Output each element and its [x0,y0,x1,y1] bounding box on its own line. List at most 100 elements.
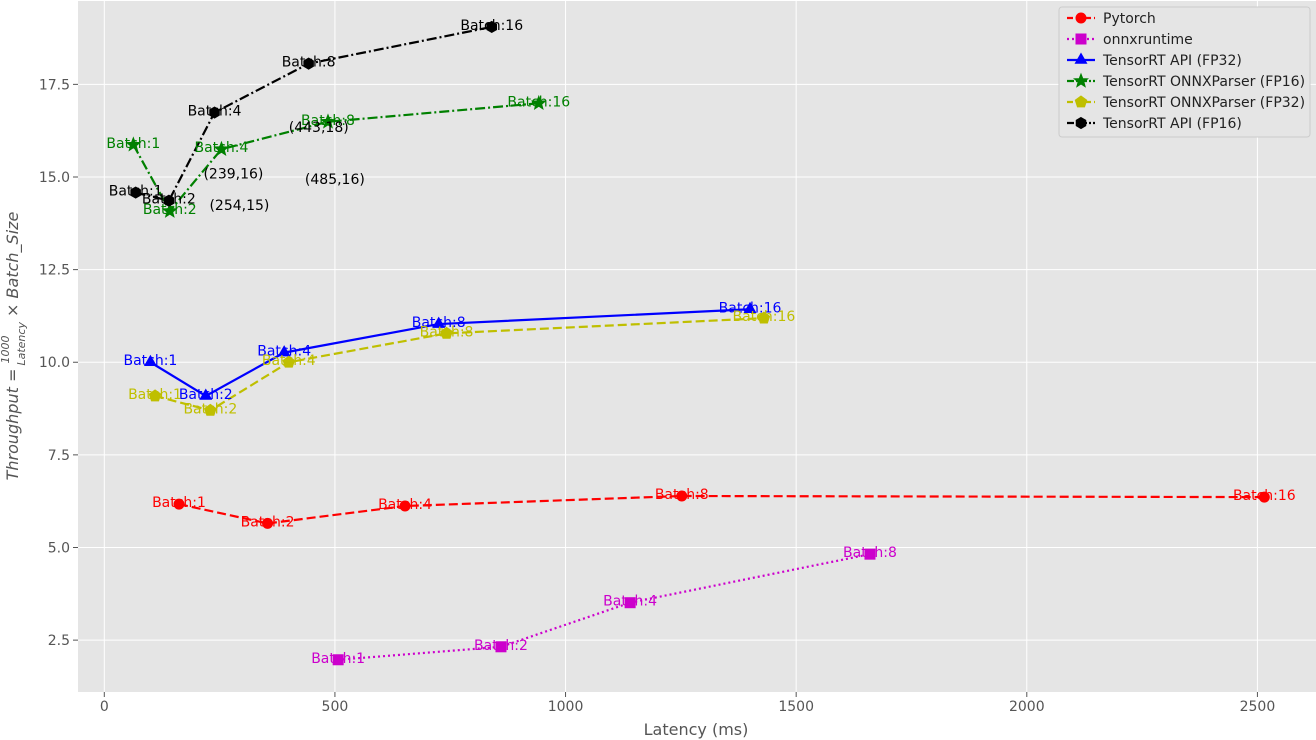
point-label-tensorrt-onnxparser-fp16: Batch:1 [106,136,160,152]
point-tensorrt-api-fp32 [432,316,446,328]
y-tick-label: 17.5 [39,77,70,93]
point-label-tensorrt-onnxparser-fp16: Batch:2 [143,202,197,218]
x-tick-label: 0 [100,699,109,715]
point-label-tensorrt-api-fp32: Batch:8 [412,315,466,331]
point-label-onnxruntime: Batch:1 [311,651,365,667]
x-tick-label: 2500 [1240,699,1276,715]
point-tensorrt-api-fp16 [486,20,498,34]
y-tick-label: 10.0 [39,355,70,371]
point-label-tensorrt-onnxparser-fp32: Batch:16 [732,309,795,325]
legend-marker-onnxruntime [1075,33,1087,45]
axis-ticks: 0 500 1000 1500 2000 2500 2.5 5.0 7.5 10.0 12.5 15.… [39,77,1275,715]
legend-label-pytorch: Pytorch [1103,11,1156,27]
point-tensorrt-api-fp32 [199,388,213,400]
legend-label-tensorrt-api-fp32: TensorRT API (FP32) [1102,53,1242,69]
legend-marker-tensorrt-api-fp32 [1074,52,1088,64]
y-axis-title-numerator: 1000 [0,336,12,364]
point-tensorrt-api-fp16 [130,186,141,199]
legend-marker-pytorch [1075,12,1087,24]
point-label-tensorrt-onnxparser-fp32: Batch:4 [262,353,316,369]
point-label-tensorrt-onnxparser-fp32: Batch:2 [183,401,237,417]
point-label-tensorrt-api-fp16: Batch:4 [188,104,242,120]
y-axis-title-prefix: Throughput = [3,364,22,481]
point-tensorrt-api-fp16 [163,194,175,207]
annotation-text: (485,16) [305,172,365,188]
point-pytorch [676,490,688,502]
point-pytorch [1258,491,1270,503]
point-label-tensorrt-api-fp32: Batch:4 [257,344,311,360]
point-label-tensorrt-onnxparser-fp16: Batch:8 [301,113,355,129]
y-axis-title: Throughput = 1000 Latency × Batch_Size [0,211,28,480]
point-label-tensorrt-api-fp16: Batch:2 [142,192,196,208]
point-label-tensorrt-api-fp16: Batch:16 [460,18,523,34]
point-label-tensorrt-onnxparser-fp16: Batch:16 [507,94,570,110]
point-label-pytorch: Batch:4 [378,497,432,513]
point-label-tensorrt-onnxparser-fp16: Batch:4 [195,140,249,156]
point-tensorrt-onnxparser-fp16 [161,202,178,218]
point-label-tensorrt-onnxparser-fp32: Batch:8 [420,324,474,340]
annotation-text: (239,16) [203,166,263,182]
point-pytorch [399,500,411,512]
point-onnxruntime [332,654,344,666]
point-label-onnxruntime: Batch:8 [843,545,897,561]
point-label-onnxruntime: Batch:2 [474,638,528,654]
point-tensorrt-onnxparser-fp16 [530,94,547,111]
point-pytorch [173,498,185,510]
point-tensorrt-onnxparser-fp16 [213,140,230,156]
legend-label-onnxruntime: onnxruntime [1103,32,1193,48]
point-tensorrt-api-fp16 [209,106,220,119]
legend-label-tensorrt-api-fp16: TensorRT API (FP16) [1102,116,1242,132]
point-onnxruntime [495,641,507,653]
point-tensorrt-api-fp16 [303,57,314,70]
y-axis-title-denominator: Latency [15,322,28,366]
legend-marker-tensorrt-onnxparser-fp32 [1074,95,1088,108]
legend-label-tensorrt-onnxparser-fp16: TensorRT ONNXParser (FP16) [1102,74,1305,90]
grid [78,1,1316,692]
point-tensorrt-onnxparser-fp32 [148,389,162,402]
x-tick-label: 1000 [548,699,584,715]
point-onnxruntime [624,597,636,609]
point-tensorrt-onnxparser-fp16 [125,136,142,152]
y-tick-label: 12.5 [39,263,70,279]
legend-label-tensorrt-onnxparser-fp32: TensorRT ONNXParser (FP32) [1102,95,1305,111]
point-onnxruntime [864,548,876,560]
point-label-pytorch: Batch:8 [655,487,709,503]
y-tick-label: 5.0 [48,541,70,557]
point-tensorrt-api-fp32 [743,301,757,314]
point-label-pytorch: Batch:16 [1233,488,1296,504]
series-line-onnxruntime [338,553,871,661]
legend-marker-tensorrt-api-fp16 [1075,116,1087,130]
legend-box [1058,6,1311,138]
series-markers [125,20,1270,666]
point-label-pytorch: Batch:2 [241,514,295,530]
point-tensorrt-onnxparser-fp32 [440,326,453,339]
legend-marker-tensorrt-onnxparser-fp16 [1073,72,1089,88]
point-tensorrt-onnxparser-fp32 [282,355,296,368]
x-tick-label: 1500 [778,699,814,715]
point-pytorch [262,517,274,529]
point-label-tensorrt-api-fp32: Batch:2 [179,387,233,403]
x-tick-label: 500 [322,699,349,715]
point-label-pytorch: Batch:1 [152,495,206,511]
point-label-tensorrt-api-fp16: Batch:1 [109,184,163,200]
legend: Pytorch onnxruntime TensorRT API (FP32) Ten… [1058,6,1311,138]
point-label-tensorrt-onnxparser-fp32: Batch:1 [128,387,182,403]
series-line-tensorrt-onnxparser-fp16 [132,102,539,214]
point-label-tensorrt-api-fp16: Batch:8 [282,55,336,71]
point-tensorrt-api-fp32 [143,354,157,366]
point-tensorrt-onnxparser-fp16 [320,113,336,129]
point-label-tensorrt-api-fp32: Batch:1 [123,353,177,369]
annotation-text: (254,15) [209,198,269,214]
x-axis-title: Latency (ms) [644,720,749,739]
y-tick-label: 15.0 [39,170,70,186]
annotations: (443,18) (239,16) (485,16) (254,15) [203,120,364,214]
point-label-onnxruntime: Batch:4 [603,594,657,610]
point-tensorrt-onnxparser-fp32 [204,403,217,416]
y-tick-label: 7.5 [48,448,70,464]
x-tick-label: 2000 [1009,699,1045,715]
annotation-text: (443,18) [289,120,349,136]
y-axis-title-suffix: × Batch_Size [3,211,23,322]
